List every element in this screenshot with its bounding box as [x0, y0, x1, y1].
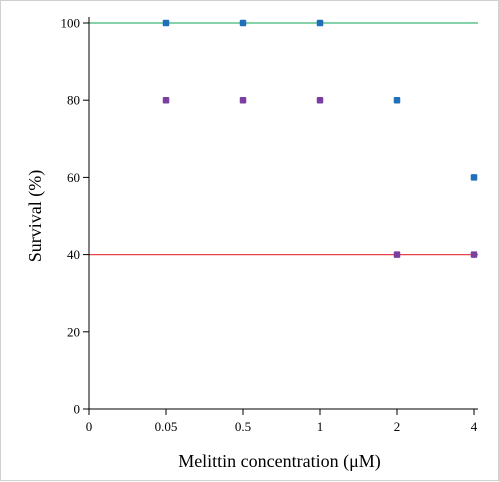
data-point-series2 [316, 96, 324, 104]
y-ticks: 0 20 40 60 80 100 [61, 16, 89, 417]
y-tick-label: 60 [67, 170, 80, 185]
y-tick-label: 40 [67, 247, 80, 262]
y-tick-label: 20 [67, 324, 80, 339]
data-point-series2 [470, 251, 478, 258]
x-axis-label: Melittin concentration (μM) [178, 451, 381, 472]
x-tick-label: 0.5 [235, 419, 251, 434]
y-tick-label: 80 [67, 93, 80, 108]
x-tick-label: 1 [317, 419, 324, 434]
y-axis-label: Survival (%) [25, 170, 46, 262]
data-point-series2 [162, 96, 170, 104]
data-point-series1 [316, 19, 324, 27]
x-ticks: 0 0.05 0.5 1 2 4 [86, 409, 478, 434]
x-tick-label: 0 [86, 419, 93, 434]
data-point-series1 [162, 19, 170, 27]
data-points [162, 19, 478, 258]
x-tick-label: 0.05 [155, 419, 178, 434]
data-point-series2 [239, 96, 247, 104]
data-point-series1 [470, 174, 478, 181]
y-tick-label: 100 [61, 16, 81, 31]
data-point-series1 [239, 19, 247, 27]
x-tick-label: 4 [471, 419, 478, 434]
reference-lines [89, 22, 478, 256]
data-point-series1 [393, 96, 401, 104]
x-tick-label: 2 [394, 419, 401, 434]
axes [88, 17, 478, 410]
data-point-series2 [393, 251, 401, 258]
y-tick-label: 0 [74, 402, 81, 417]
